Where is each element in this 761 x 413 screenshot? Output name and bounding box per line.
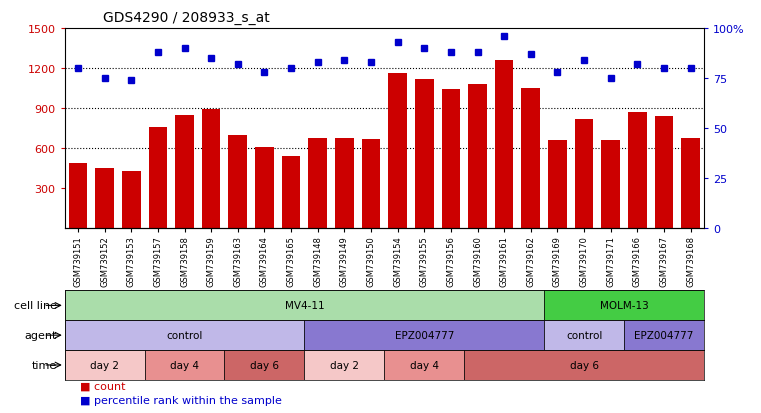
Text: control: control: [167, 330, 202, 340]
Text: EPZ004777: EPZ004777: [394, 330, 454, 340]
Text: day 2: day 2: [330, 360, 359, 370]
Bar: [224, 350, 304, 380]
Text: cell line: cell line: [14, 301, 56, 311]
Bar: [65, 320, 304, 350]
Bar: [122, 171, 141, 229]
Text: EPZ004777: EPZ004777: [634, 330, 694, 340]
Bar: [654, 117, 673, 229]
Text: MOLM-13: MOLM-13: [600, 301, 648, 311]
Text: ■ percentile rank within the sample: ■ percentile rank within the sample: [80, 395, 282, 405]
Bar: [575, 119, 594, 229]
Text: day 6: day 6: [569, 360, 599, 370]
Bar: [441, 90, 460, 229]
Bar: [415, 80, 434, 229]
Text: day 4: day 4: [170, 360, 199, 370]
Bar: [361, 140, 380, 229]
Bar: [202, 110, 221, 229]
Bar: [521, 89, 540, 229]
Text: day 4: day 4: [409, 360, 439, 370]
Bar: [65, 350, 145, 380]
Bar: [384, 350, 464, 380]
Text: day 2: day 2: [90, 360, 119, 370]
Bar: [65, 291, 544, 320]
Bar: [145, 350, 224, 380]
Text: day 6: day 6: [250, 360, 279, 370]
Text: agent: agent: [24, 330, 56, 340]
Bar: [464, 350, 704, 380]
Bar: [681, 138, 700, 229]
Bar: [282, 157, 301, 229]
Bar: [468, 85, 487, 229]
Bar: [304, 320, 544, 350]
Bar: [95, 169, 114, 229]
Bar: [388, 74, 407, 229]
Bar: [495, 61, 514, 229]
Bar: [624, 320, 704, 350]
Bar: [544, 320, 624, 350]
Bar: [304, 350, 384, 380]
Text: control: control: [566, 330, 602, 340]
Bar: [308, 138, 327, 229]
Bar: [228, 135, 247, 229]
Bar: [68, 164, 88, 229]
Bar: [548, 141, 567, 229]
Bar: [148, 128, 167, 229]
Bar: [255, 147, 274, 229]
Text: time: time: [31, 360, 56, 370]
Text: GDS4290 / 208933_s_at: GDS4290 / 208933_s_at: [103, 11, 269, 25]
Bar: [601, 141, 620, 229]
Text: MV4-11: MV4-11: [285, 301, 324, 311]
Text: ■ count: ■ count: [80, 380, 126, 390]
Bar: [544, 291, 704, 320]
Bar: [628, 113, 647, 229]
Bar: [175, 116, 194, 229]
Bar: [335, 138, 354, 229]
